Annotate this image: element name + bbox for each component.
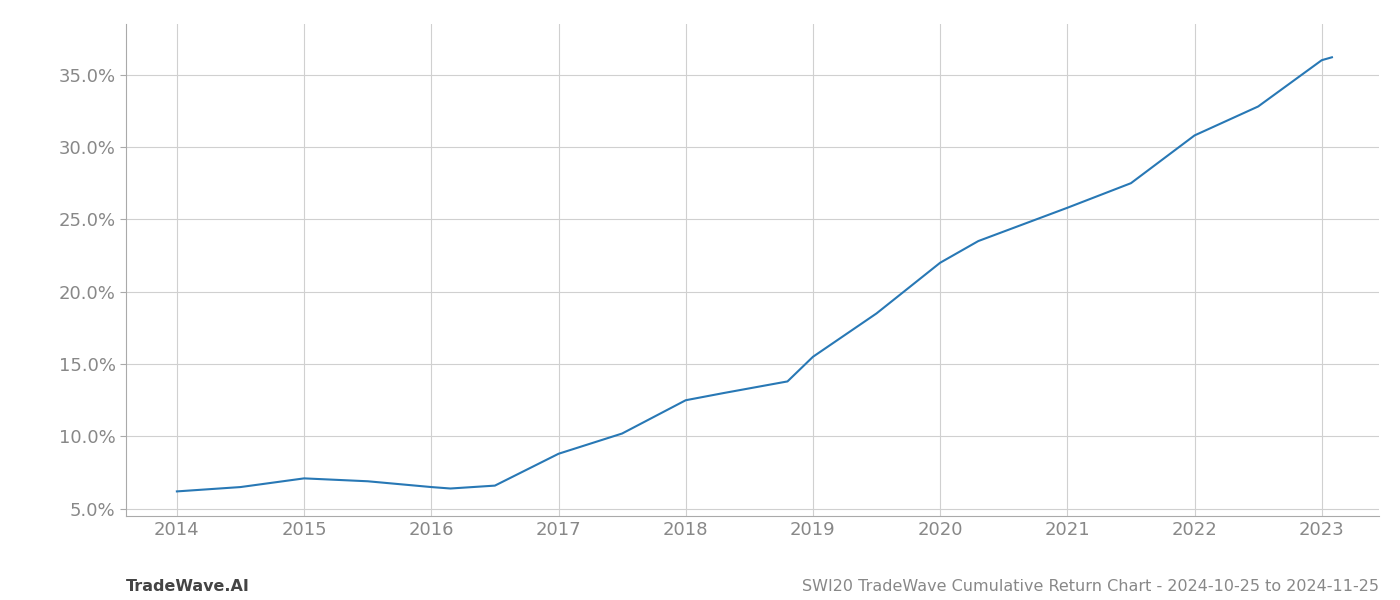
Text: SWI20 TradeWave Cumulative Return Chart - 2024-10-25 to 2024-11-25: SWI20 TradeWave Cumulative Return Chart … [802,579,1379,594]
Text: TradeWave.AI: TradeWave.AI [126,579,249,594]
